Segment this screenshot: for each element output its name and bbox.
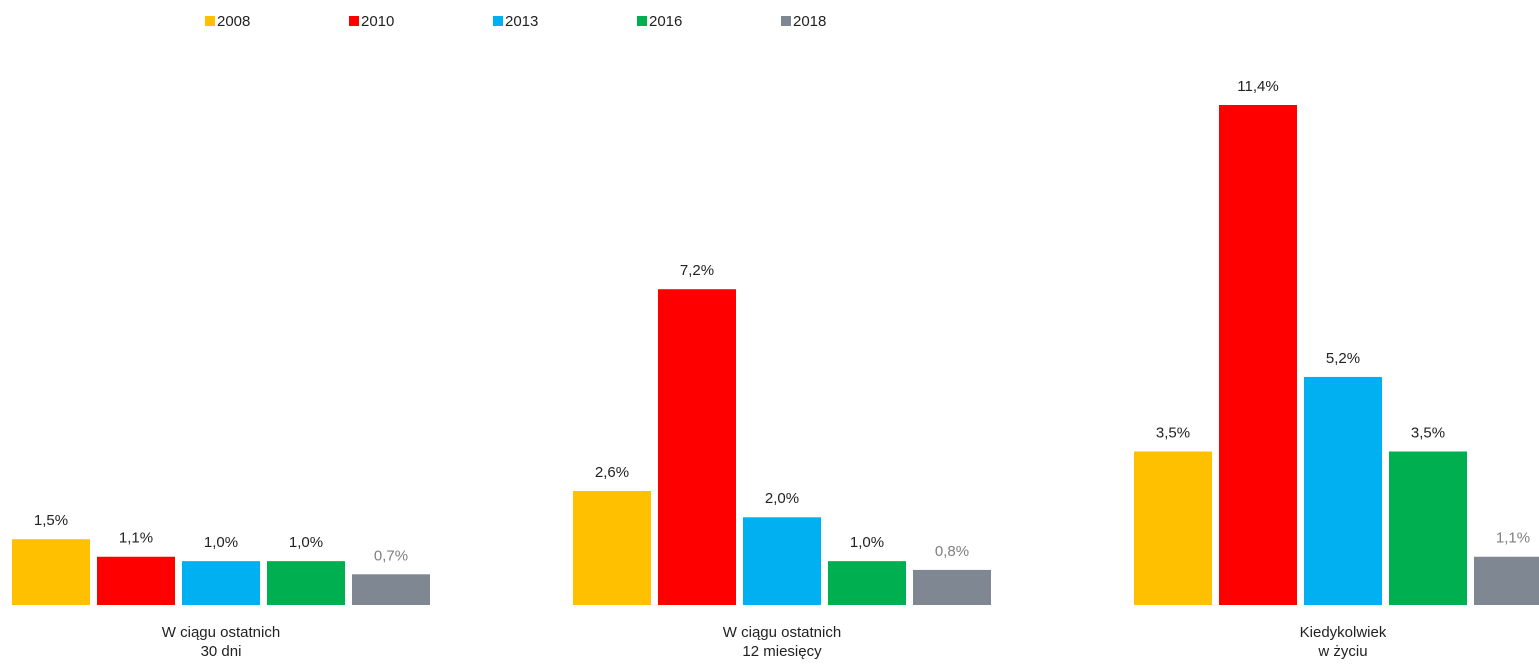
legend-label: 2008	[217, 13, 250, 30]
x-tick-label: w życiu	[1317, 643, 1367, 660]
bar	[12, 539, 90, 605]
legend-swatch	[349, 16, 359, 26]
bar	[182, 561, 260, 605]
bar	[913, 569, 991, 605]
x-tick-label: W ciągu ostatnich	[723, 624, 841, 641]
data-label: 1,0%	[850, 534, 884, 551]
bar	[1134, 451, 1212, 605]
bar	[743, 517, 821, 605]
data-label: 5,2%	[1326, 350, 1360, 367]
data-label: 3,5%	[1411, 424, 1445, 441]
legend-label: 2018	[793, 13, 826, 30]
bar	[573, 490, 651, 605]
data-label: 3,5%	[1156, 424, 1190, 441]
bar	[658, 289, 736, 605]
bar	[267, 561, 345, 605]
bar	[1474, 556, 1539, 605]
legend-swatch	[493, 16, 503, 26]
data-label: 1,0%	[204, 534, 238, 551]
data-label: 1,0%	[289, 534, 323, 551]
data-label: 11,4%	[1237, 78, 1278, 95]
data-label: 1,1%	[119, 530, 153, 547]
legend-label: 2013	[505, 13, 538, 30]
bar	[828, 561, 906, 605]
legend-swatch	[205, 16, 215, 26]
legend-label: 2010	[361, 13, 394, 30]
x-tick-label: Kiedykolwiek	[1300, 624, 1387, 641]
data-label: 1,1%	[1496, 530, 1530, 547]
bar	[1304, 376, 1382, 605]
data-label: 2,6%	[595, 464, 629, 481]
bar	[352, 574, 430, 605]
data-label: 0,8%	[935, 543, 969, 560]
bar	[1389, 451, 1467, 605]
bar	[97, 556, 175, 605]
legend-swatch	[637, 16, 647, 26]
data-label: 0,7%	[374, 547, 408, 564]
data-label: 1,5%	[34, 512, 68, 529]
legend-label: 2016	[649, 13, 682, 30]
data-label: 7,2%	[680, 262, 714, 279]
x-tick-label: W ciągu ostatnich	[162, 624, 280, 641]
data-label: 2,0%	[765, 490, 799, 507]
legend-swatch	[781, 16, 791, 26]
x-tick-label: 30 dni	[201, 643, 242, 660]
x-tick-label: 12 miesięcy	[742, 643, 822, 660]
bar	[1219, 105, 1297, 605]
